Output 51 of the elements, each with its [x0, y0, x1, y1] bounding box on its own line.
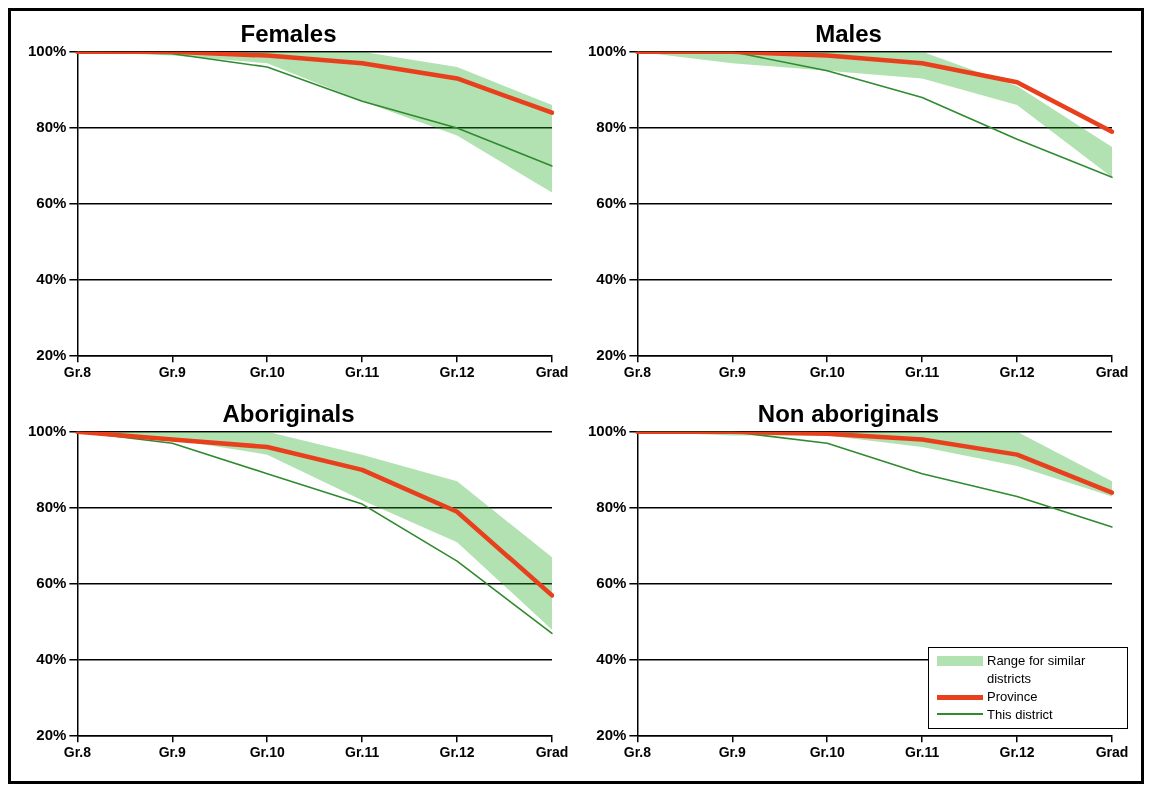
x-tick-label: Gr.8	[623, 744, 652, 761]
x-tick-label: Gr.12	[999, 364, 1035, 381]
x-tick-label: Gr.10	[809, 744, 845, 761]
y-tick-label: 60%	[36, 574, 67, 592]
y-tick-label: 40%	[596, 650, 627, 668]
legend-label: Range for similar districts	[987, 652, 1087, 688]
x-tick-label: Gr.9	[718, 744, 747, 761]
chart-title: Males	[815, 20, 882, 48]
y-tick-label: 100%	[587, 421, 627, 439]
y-tick-label: 80%	[36, 118, 67, 136]
x-tick-label: Gr.10	[809, 364, 845, 381]
y-tick-label: 20%	[36, 726, 67, 744]
x-tick-label: Gr.9	[158, 364, 187, 381]
y-tick-label: 40%	[36, 270, 67, 288]
chart-title: Females	[240, 20, 337, 48]
y-tick-label: 80%	[596, 498, 627, 516]
y-tick-label: 100%	[27, 421, 67, 439]
y-tick-label: 40%	[36, 650, 67, 668]
chart-title: Non aboriginals	[757, 400, 940, 428]
y-tick-label: 60%	[596, 574, 627, 592]
legend-label: Province	[987, 688, 1038, 706]
legend-label: This district	[987, 706, 1053, 724]
y-tick-label: 100%	[587, 41, 627, 59]
x-tick-label: Gr.10	[249, 744, 285, 761]
x-tick-label: Gr.11	[905, 364, 940, 381]
x-tick-label: Gr.9	[158, 744, 187, 761]
chart-title: Aboriginals	[222, 400, 355, 428]
x-tick-label: Gr.12	[439, 744, 475, 761]
x-tick-label: Gr.8	[623, 364, 652, 381]
y-tick-label: 80%	[596, 118, 627, 136]
x-tick-label: Gr.8	[63, 364, 92, 381]
x-tick-label: Gr.11	[345, 364, 380, 381]
x-tick-label: Grad	[1095, 364, 1129, 381]
x-tick-label: Gr.10	[249, 364, 285, 381]
x-tick-label: Grad	[535, 744, 569, 761]
x-tick-label: Grad	[535, 364, 569, 381]
x-tick-label: Gr.12	[439, 364, 475, 381]
y-tick-label: 80%	[36, 498, 67, 516]
y-tick-label: 20%	[596, 726, 627, 744]
y-tick-label: 60%	[36, 194, 67, 212]
y-tick-label: 20%	[596, 346, 627, 364]
x-tick-label: Gr.8	[63, 744, 92, 761]
x-tick-label: Gr.11	[345, 744, 380, 761]
y-tick-label: 60%	[596, 194, 627, 212]
y-tick-label: 40%	[596, 270, 627, 288]
x-tick-label: Gr.12	[999, 744, 1035, 761]
y-tick-label: 100%	[27, 41, 67, 59]
x-tick-label: Gr.9	[718, 364, 747, 381]
x-tick-label: Gr.11	[905, 744, 940, 761]
x-tick-label: Grad	[1095, 744, 1129, 761]
y-tick-label: 20%	[36, 346, 67, 364]
